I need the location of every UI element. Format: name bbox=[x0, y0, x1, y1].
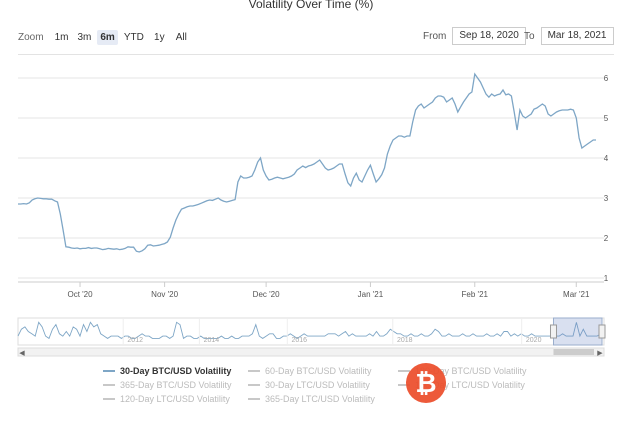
navigator-handle-right[interactable] bbox=[598, 324, 606, 339]
navigator: 2012 2014 2016 2018 2020 ◀ ▶ bbox=[17, 317, 606, 357]
navigator-series-line bbox=[17, 321, 605, 340]
legend-swatch bbox=[248, 398, 260, 400]
from-date-input[interactable]: Sep 18, 2020 bbox=[452, 27, 526, 45]
navigator-year-label: 2012 bbox=[127, 337, 143, 344]
zoom-6m-button[interactable]: 6m bbox=[97, 30, 118, 45]
navigator-year-label: 2016 bbox=[291, 337, 307, 344]
legend-365-day-ltc-usd[interactable]: 365-Day LTC/USD Volatility bbox=[248, 394, 375, 404]
navigator-selection[interactable] bbox=[552, 317, 603, 346]
x-tick-label: Oct '20 bbox=[67, 290, 93, 299]
legend-180-day-btc-usd[interactable]: 180-Day BTC/USD Volatility bbox=[398, 366, 527, 376]
x-tick-label: Dec '20 bbox=[253, 290, 280, 299]
legend-swatch bbox=[103, 384, 115, 386]
y-tick-5: 5 bbox=[604, 114, 609, 123]
legend-swatch bbox=[398, 384, 410, 386]
series-line-30-day-btc-usd bbox=[18, 72, 596, 253]
legend-180-day-ltc-usd[interactable]: 180-Day LTC/USD Volatility bbox=[398, 380, 525, 390]
navigator-handle-left[interactable] bbox=[549, 324, 557, 339]
to-date-input[interactable]: Mar 18, 2021 bbox=[540, 27, 614, 45]
scrollbar-track[interactable] bbox=[17, 347, 605, 357]
to-label: To bbox=[524, 30, 535, 42]
navigator-year-label: 2018 bbox=[397, 337, 413, 344]
zoom-3m-button[interactable]: 3m bbox=[77, 32, 92, 43]
y-tick-1: 1 bbox=[604, 274, 609, 283]
x-tick-label: Feb '21 bbox=[462, 290, 489, 299]
y-tick-2: 2 bbox=[604, 234, 609, 243]
legend-swatch bbox=[103, 398, 115, 400]
legend-swatch bbox=[398, 370, 410, 372]
zoom-ytd-button[interactable]: YTD bbox=[123, 32, 144, 43]
bitcoin-logo-icon: ₿ bbox=[406, 363, 446, 403]
y-tick-6: 6 bbox=[604, 74, 609, 83]
zoom-1y-button[interactable]: 1y bbox=[154, 32, 165, 43]
y-tick-4: 4 bbox=[604, 154, 609, 163]
zoom-label: Zoom bbox=[18, 32, 44, 43]
scroll-right-arrow-icon[interactable]: ▶ bbox=[597, 350, 603, 357]
legend-365-day-btc-usd[interactable]: 365-Day BTC/USD Volatility bbox=[103, 380, 232, 390]
legend-swatch bbox=[248, 384, 260, 386]
range-from: From Sep 18, 2020 bbox=[423, 27, 526, 45]
navigator-year-label: 2014 bbox=[204, 337, 220, 344]
y-tick-3: 3 bbox=[604, 194, 609, 203]
navigator-frame bbox=[17, 317, 605, 346]
legend-swatch bbox=[248, 370, 260, 372]
legend-60-day-btc-usd[interactable]: 60-Day BTC/USD Volatility bbox=[248, 366, 372, 376]
x-axis-ticks: Oct '20 Nov '20 Dec '20 Jan '21 Feb '21 Mar '… bbox=[67, 282, 590, 299]
zoom-1m-button[interactable]: 1m bbox=[54, 32, 69, 43]
navigator-year-label: 2020 bbox=[526, 337, 542, 344]
x-tick-label: Nov '20 bbox=[151, 290, 178, 299]
x-tick-label: Mar '21 bbox=[563, 290, 590, 299]
zoom-bar: Zoom 1m 3m 6m YTD 1y All bbox=[18, 30, 191, 45]
legend-30-day-btc-usd[interactable]: 30-Day BTC/USD Volatility bbox=[103, 366, 231, 376]
chart-title: Volatility Over Time (%) bbox=[248, 0, 374, 11]
x-tick-label: Jan '21 bbox=[358, 290, 384, 299]
legend-120-day-ltc-usd[interactable]: 120-Day LTC/USD Volatility bbox=[103, 394, 230, 404]
scrollbar-thumb[interactable] bbox=[553, 349, 594, 355]
grid-lines bbox=[18, 77, 604, 283]
zoom-all-button[interactable]: All bbox=[175, 32, 187, 43]
y-axis-ticks: 1 2 3 4 5 6 bbox=[604, 74, 609, 283]
legend-30-day-ltc-usd[interactable]: 30-Day LTC/USD Volatility bbox=[248, 380, 370, 390]
from-label: From bbox=[423, 30, 447, 42]
scroll-left-arrow-icon[interactable]: ◀ bbox=[19, 350, 25, 357]
toolbar-divider bbox=[18, 54, 614, 55]
volatility-chart: 1 2 3 4 5 6 Oct '20 Nov '20 Dec '20 Jan '21 Feb '… bbox=[17, 72, 609, 357]
legend-swatch bbox=[103, 370, 115, 372]
range-to: To Mar 18, 2021 bbox=[524, 27, 614, 45]
